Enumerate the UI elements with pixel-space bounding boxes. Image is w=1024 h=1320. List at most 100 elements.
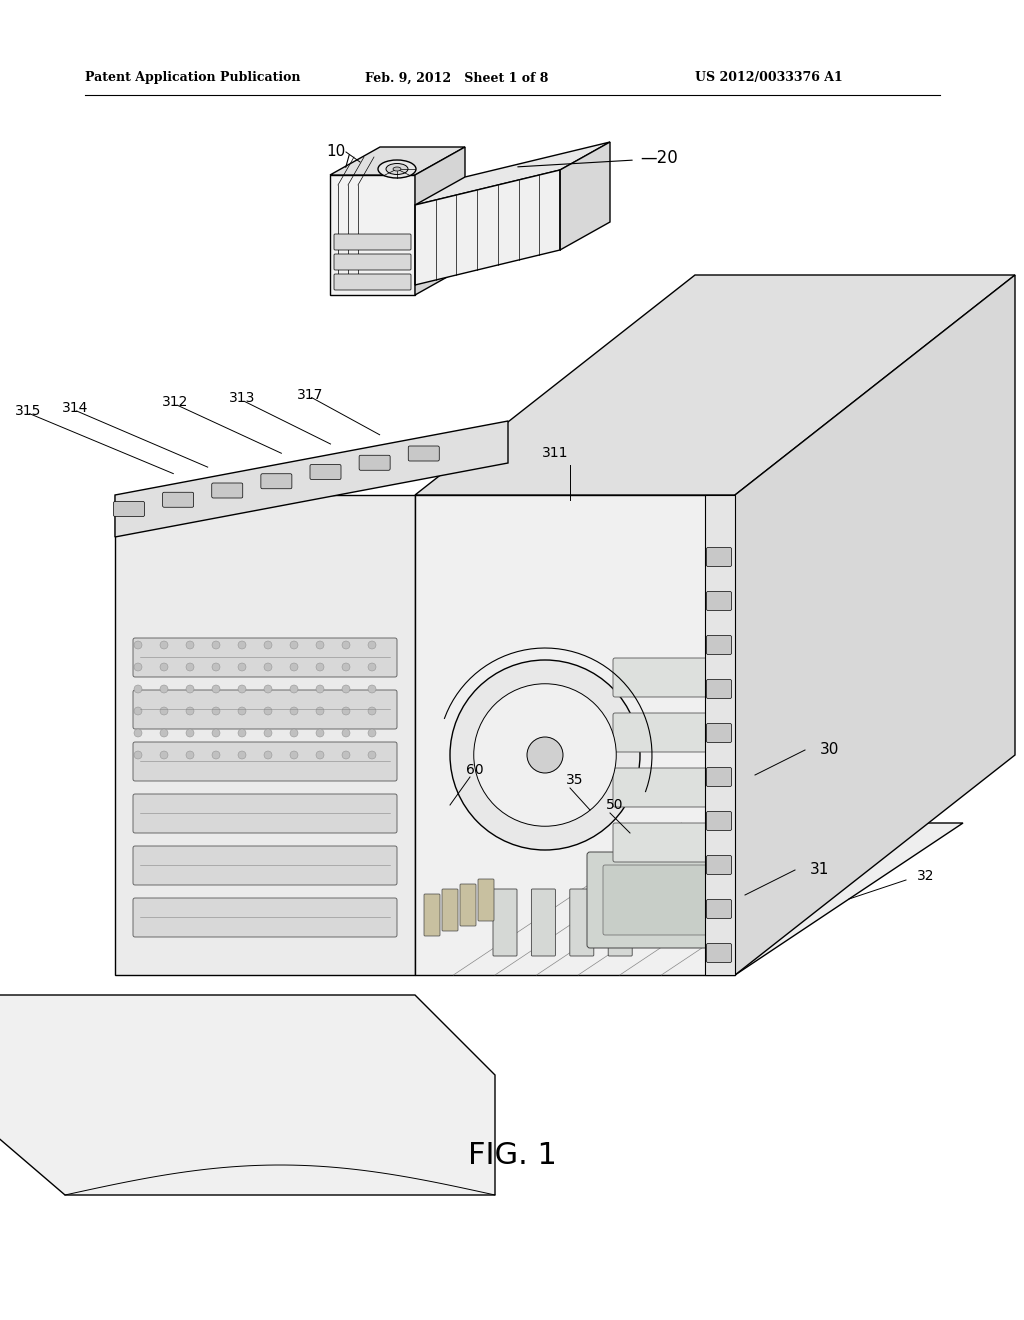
- Text: 30: 30: [820, 742, 840, 758]
- FancyBboxPatch shape: [613, 878, 727, 917]
- Circle shape: [316, 663, 324, 671]
- Text: 311: 311: [542, 446, 568, 459]
- Circle shape: [527, 737, 563, 774]
- FancyBboxPatch shape: [707, 635, 731, 655]
- Polygon shape: [415, 275, 1015, 495]
- Text: 313: 313: [229, 392, 256, 405]
- Polygon shape: [735, 275, 1015, 975]
- FancyBboxPatch shape: [613, 657, 727, 697]
- FancyBboxPatch shape: [163, 492, 194, 507]
- Circle shape: [474, 684, 616, 826]
- FancyBboxPatch shape: [707, 767, 731, 787]
- FancyBboxPatch shape: [707, 855, 731, 874]
- Text: 50: 50: [606, 799, 624, 812]
- Circle shape: [212, 729, 220, 737]
- FancyBboxPatch shape: [707, 591, 731, 610]
- Circle shape: [342, 708, 350, 715]
- Circle shape: [160, 708, 168, 715]
- Circle shape: [290, 708, 298, 715]
- Circle shape: [186, 663, 194, 671]
- FancyBboxPatch shape: [261, 474, 292, 488]
- Circle shape: [316, 642, 324, 649]
- FancyBboxPatch shape: [133, 638, 397, 677]
- Circle shape: [368, 751, 376, 759]
- Text: 312: 312: [162, 395, 188, 409]
- Circle shape: [290, 642, 298, 649]
- Circle shape: [212, 642, 220, 649]
- Polygon shape: [330, 176, 415, 294]
- Text: 35: 35: [566, 774, 584, 787]
- FancyBboxPatch shape: [334, 234, 411, 249]
- FancyBboxPatch shape: [460, 884, 476, 927]
- Circle shape: [264, 685, 272, 693]
- FancyBboxPatch shape: [608, 888, 632, 956]
- FancyBboxPatch shape: [114, 502, 144, 516]
- Circle shape: [290, 663, 298, 671]
- Ellipse shape: [386, 164, 408, 174]
- Circle shape: [212, 751, 220, 759]
- Circle shape: [316, 685, 324, 693]
- Circle shape: [186, 751, 194, 759]
- Circle shape: [186, 708, 194, 715]
- Circle shape: [186, 642, 194, 649]
- Circle shape: [450, 660, 640, 850]
- FancyBboxPatch shape: [569, 888, 594, 956]
- Circle shape: [212, 663, 220, 671]
- Text: 10: 10: [327, 144, 346, 160]
- Circle shape: [160, 642, 168, 649]
- FancyBboxPatch shape: [587, 851, 723, 948]
- FancyBboxPatch shape: [409, 446, 439, 461]
- Circle shape: [238, 751, 246, 759]
- Polygon shape: [705, 495, 735, 975]
- Circle shape: [160, 729, 168, 737]
- FancyBboxPatch shape: [334, 275, 411, 290]
- Text: FIG. 1: FIG. 1: [468, 1140, 556, 1170]
- Circle shape: [316, 729, 324, 737]
- Polygon shape: [415, 147, 465, 294]
- Text: Patent Application Publication: Patent Application Publication: [85, 71, 300, 84]
- Ellipse shape: [393, 168, 401, 172]
- FancyBboxPatch shape: [310, 465, 341, 479]
- Polygon shape: [560, 143, 610, 249]
- Circle shape: [316, 751, 324, 759]
- FancyBboxPatch shape: [613, 768, 727, 807]
- Circle shape: [264, 751, 272, 759]
- Circle shape: [290, 685, 298, 693]
- Polygon shape: [115, 495, 415, 975]
- Circle shape: [368, 708, 376, 715]
- Ellipse shape: [378, 160, 416, 178]
- Circle shape: [134, 642, 142, 649]
- FancyBboxPatch shape: [133, 690, 397, 729]
- Circle shape: [238, 729, 246, 737]
- Circle shape: [238, 685, 246, 693]
- Circle shape: [264, 663, 272, 671]
- Polygon shape: [415, 495, 735, 975]
- Circle shape: [342, 729, 350, 737]
- Circle shape: [186, 685, 194, 693]
- FancyBboxPatch shape: [531, 888, 555, 956]
- Circle shape: [160, 663, 168, 671]
- Circle shape: [264, 729, 272, 737]
- FancyBboxPatch shape: [133, 795, 397, 833]
- Circle shape: [160, 685, 168, 693]
- FancyBboxPatch shape: [212, 483, 243, 498]
- FancyBboxPatch shape: [707, 680, 731, 698]
- FancyBboxPatch shape: [334, 253, 411, 271]
- Polygon shape: [0, 995, 495, 1195]
- FancyBboxPatch shape: [707, 812, 731, 830]
- Circle shape: [368, 729, 376, 737]
- FancyBboxPatch shape: [359, 455, 390, 470]
- Text: 315: 315: [14, 404, 41, 417]
- Circle shape: [368, 685, 376, 693]
- Circle shape: [342, 751, 350, 759]
- FancyBboxPatch shape: [133, 898, 397, 937]
- FancyBboxPatch shape: [133, 846, 397, 884]
- Polygon shape: [415, 143, 610, 205]
- Text: 314: 314: [61, 401, 88, 414]
- Circle shape: [134, 708, 142, 715]
- Text: 317: 317: [296, 388, 323, 401]
- Circle shape: [134, 663, 142, 671]
- Polygon shape: [415, 170, 560, 285]
- Circle shape: [238, 642, 246, 649]
- Circle shape: [342, 663, 350, 671]
